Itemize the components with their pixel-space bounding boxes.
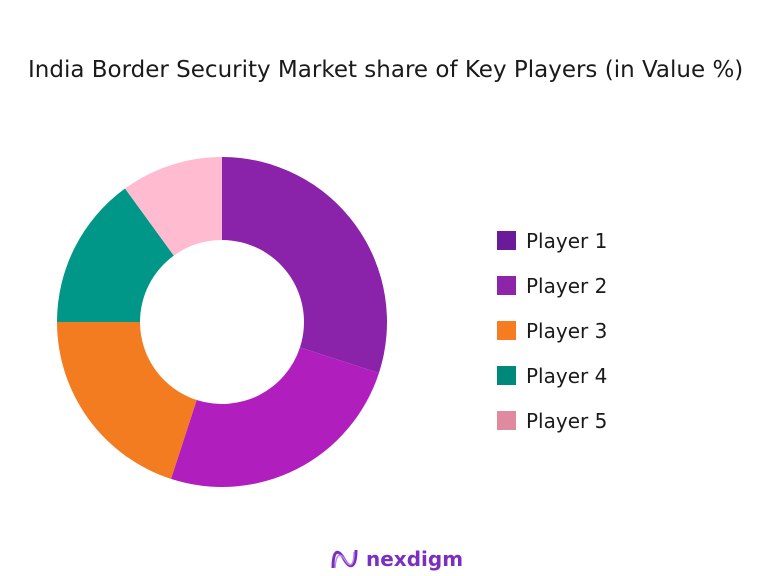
legend-item: Player 5 bbox=[497, 398, 607, 443]
legend-swatch bbox=[497, 411, 516, 430]
brand-name: nexdigm bbox=[366, 547, 464, 571]
slice-player-3 bbox=[57, 322, 197, 479]
legend: Player 1 Player 2 Player 3 Player 4 Player 5 bbox=[497, 218, 607, 443]
chart-title: India Border Security Market share of Ke… bbox=[28, 57, 744, 83]
legend-label: Player 3 bbox=[526, 318, 608, 343]
legend-swatch bbox=[497, 366, 516, 385]
slice-player-5 bbox=[125, 157, 222, 256]
nexdigm-logo: nexdigm bbox=[330, 546, 463, 572]
legend-swatch bbox=[497, 321, 516, 340]
legend-item: Player 4 bbox=[497, 353, 607, 398]
legend-item: Player 2 bbox=[497, 263, 607, 308]
legend-label: Player 1 bbox=[526, 228, 608, 253]
legend-label: Player 4 bbox=[526, 363, 608, 388]
slice-player-2 bbox=[171, 347, 379, 487]
legend-swatch bbox=[497, 231, 516, 250]
legend-item: Player 3 bbox=[497, 308, 607, 353]
legend-label: Player 2 bbox=[526, 273, 608, 298]
legend-item: Player 1 bbox=[497, 218, 607, 263]
legend-swatch bbox=[497, 276, 516, 295]
legend-label: Player 5 bbox=[526, 408, 608, 433]
nexdigm-logo-icon bbox=[331, 549, 358, 569]
slice-player-1 bbox=[222, 157, 387, 373]
slice-player-4 bbox=[57, 188, 174, 322]
